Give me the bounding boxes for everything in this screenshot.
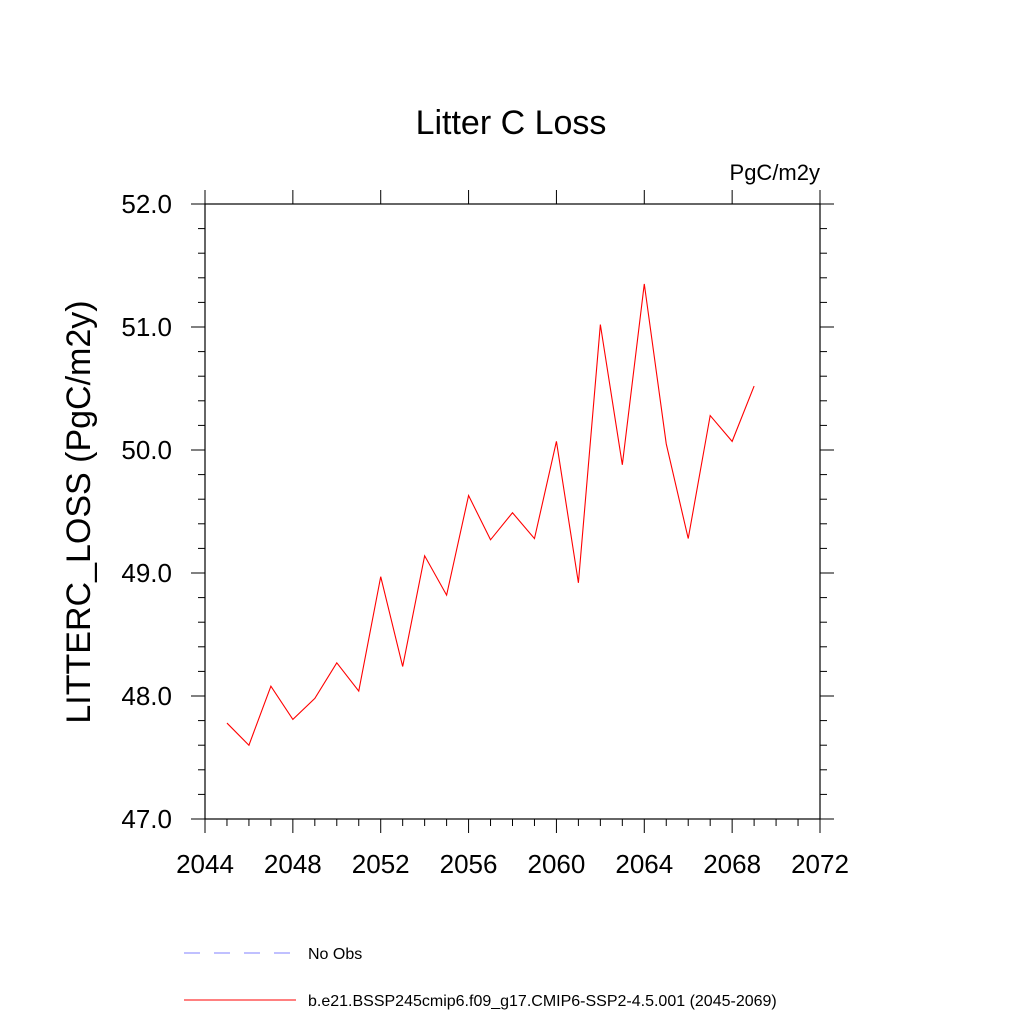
series-layer [226, 283, 755, 747]
series-line-0 [226, 283, 755, 747]
y-axis-label: LITTERC_LOSS (PgC/m2y) [60, 300, 98, 723]
x-tick-label: 2072 [791, 849, 849, 879]
y-tick-label: 48.0 [121, 681, 172, 711]
x-tick-label: 2060 [528, 849, 586, 879]
chart-title: Litter C Loss [416, 104, 607, 142]
x-tick-label: 2068 [703, 849, 761, 879]
y-tick-label: 49.0 [121, 558, 172, 588]
axis-ticks [191, 190, 834, 833]
units-label: PgC/m2y [730, 160, 820, 185]
y-tick-label: 51.0 [121, 312, 172, 342]
legend-label-no-obs: No Obs [308, 946, 362, 963]
y-tick-label: 50.0 [121, 435, 172, 465]
y-tick-label: 47.0 [121, 804, 172, 834]
x-tick-labels: 2044 2048 2052 2056 2060 2064 2068 2072 [176, 849, 849, 879]
legend-label-model: b.e21.BSSP245cmip6.f09_g17.CMIP6-SSP2-4.… [308, 993, 777, 1010]
x-tick-label: 2052 [352, 849, 410, 879]
x-tick-label: 2056 [440, 849, 498, 879]
legend: b.e21.BSSP245cmip6.f09_g17.CMIP6-SSP2-4.… [184, 946, 777, 1010]
y-tick-label: 52.0 [121, 189, 172, 219]
y-tick-labels: 47.0 48.0 49.0 50.0 51.0 52.0 [121, 189, 172, 834]
plot-frame [204, 203, 821, 820]
x-tick-label: 2064 [615, 849, 673, 879]
x-tick-label: 2048 [264, 849, 322, 879]
x-tick-label: 2044 [176, 849, 234, 879]
